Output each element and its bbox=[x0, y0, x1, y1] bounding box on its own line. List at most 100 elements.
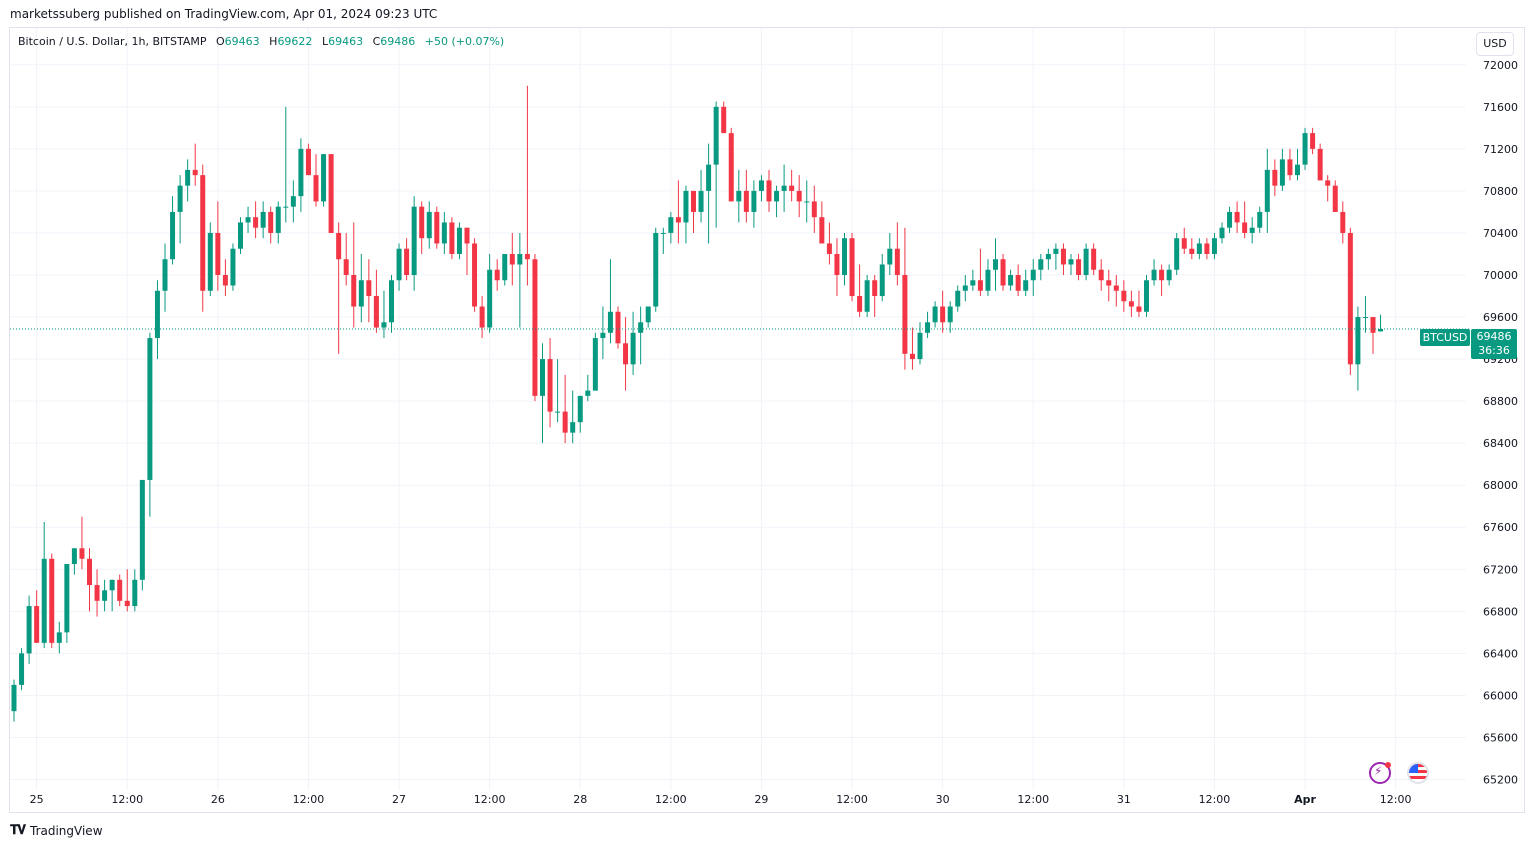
y-tick-label: 72000 bbox=[1483, 59, 1518, 72]
candle-body bbox=[781, 185, 787, 191]
candle-body bbox=[713, 106, 719, 165]
candle-body bbox=[94, 585, 100, 601]
candle-body bbox=[675, 217, 681, 223]
flash-icon[interactable] bbox=[1369, 762, 1391, 784]
candle-body bbox=[1083, 248, 1089, 275]
y-tick-label: 69600 bbox=[1483, 311, 1518, 324]
candle-body bbox=[373, 296, 379, 328]
candle-body bbox=[1242, 222, 1248, 233]
candle-body bbox=[691, 190, 696, 212]
candle-body bbox=[1347, 232, 1353, 365]
candle-body bbox=[985, 269, 991, 291]
candle-body bbox=[1136, 306, 1142, 312]
y-tick-label: 66000 bbox=[1483, 689, 1518, 702]
x-tick-label: 12:00 bbox=[111, 793, 143, 806]
candle-body bbox=[1023, 280, 1029, 291]
y-tick-label: 66400 bbox=[1483, 647, 1518, 660]
candle-body bbox=[396, 248, 402, 281]
candle-body bbox=[366, 280, 372, 297]
candle-body bbox=[842, 238, 847, 275]
candle-body bbox=[1091, 248, 1097, 270]
candle-body bbox=[328, 154, 334, 233]
candle-body bbox=[1008, 274, 1014, 286]
candle-body bbox=[698, 190, 704, 212]
candle-body bbox=[577, 395, 583, 423]
candle-body bbox=[834, 253, 840, 275]
candle-body bbox=[524, 253, 530, 260]
candle-body bbox=[894, 248, 900, 275]
candle-body bbox=[562, 411, 568, 433]
candle-body bbox=[472, 243, 478, 307]
candle-body bbox=[117, 579, 123, 601]
candles bbox=[11, 85, 1384, 722]
close-label: C bbox=[372, 35, 381, 48]
candle-body bbox=[207, 232, 213, 291]
candle-body bbox=[487, 269, 493, 328]
candle-body bbox=[1310, 133, 1316, 149]
candle-body bbox=[162, 259, 168, 291]
candle-body bbox=[79, 548, 85, 559]
candle-body bbox=[570, 422, 576, 433]
x-tick-label: 12:00 bbox=[655, 793, 687, 806]
candle-body bbox=[811, 201, 817, 218]
candle-body bbox=[683, 190, 689, 223]
candle-body bbox=[955, 290, 961, 307]
candle-body bbox=[1272, 169, 1278, 186]
candle-body bbox=[19, 653, 25, 685]
brand-name: TradingView bbox=[30, 823, 103, 838]
candle-body bbox=[766, 180, 772, 202]
candle-body bbox=[540, 359, 545, 396]
y-tick-label: 65200 bbox=[1483, 773, 1518, 786]
x-tick-label: Apr bbox=[1294, 793, 1316, 806]
candle-body bbox=[222, 274, 228, 286]
candle-body bbox=[49, 558, 55, 643]
candle-body bbox=[532, 259, 538, 396]
candle-body bbox=[283, 206, 289, 208]
y-tick-label: 70800 bbox=[1483, 185, 1518, 198]
candle-body bbox=[819, 217, 825, 244]
candle-body bbox=[124, 600, 130, 607]
candle-body bbox=[1196, 243, 1202, 254]
us-flag-icon[interactable] bbox=[1407, 762, 1429, 784]
candle-body bbox=[736, 190, 742, 202]
candle-body bbox=[1000, 259, 1006, 286]
x-tick-label: 29 bbox=[754, 793, 768, 806]
candle-body bbox=[381, 322, 387, 328]
candle-body bbox=[1302, 133, 1308, 165]
candle-body bbox=[132, 579, 138, 607]
candle-body bbox=[909, 353, 915, 360]
x-tick-label: 28 bbox=[573, 793, 587, 806]
candle-body bbox=[925, 322, 931, 333]
candle-body bbox=[305, 148, 311, 176]
candle-body bbox=[728, 133, 734, 202]
candle-body bbox=[1264, 169, 1270, 212]
footer-brand[interactable]: 𝐓𝐕 TradingView bbox=[10, 823, 103, 838]
symbol-title[interactable]: Bitcoin / U.S. Dollar, 1h, BITSTAMP bbox=[18, 35, 207, 48]
candle-body bbox=[170, 211, 176, 260]
candle-body bbox=[872, 280, 878, 297]
candle-body bbox=[1249, 227, 1255, 233]
candle-body bbox=[653, 232, 659, 307]
candle-body bbox=[879, 264, 885, 297]
candle-body bbox=[1189, 248, 1195, 254]
y-tick-label: 71600 bbox=[1483, 101, 1518, 114]
candle-body bbox=[721, 106, 727, 134]
currency-button[interactable]: USD bbox=[1476, 32, 1514, 56]
candle-body bbox=[645, 306, 651, 323]
x-tick-label: 30 bbox=[936, 793, 950, 806]
candle-body bbox=[215, 232, 221, 275]
candle-body bbox=[585, 390, 591, 396]
y-tick-label: 68000 bbox=[1483, 479, 1518, 492]
candle-body bbox=[41, 558, 47, 643]
candle-body bbox=[857, 296, 863, 312]
candle-body bbox=[351, 274, 357, 307]
y-tick-label: 68800 bbox=[1483, 395, 1518, 408]
symbol-legend: Bitcoin / U.S. Dollar, 1h, BITSTAMP O694… bbox=[18, 35, 504, 48]
candle-body bbox=[245, 217, 251, 223]
grid bbox=[10, 28, 1466, 790]
candle-body bbox=[1076, 259, 1082, 275]
x-tick-label: 12:00 bbox=[1199, 793, 1231, 806]
candle-body bbox=[1174, 238, 1180, 270]
candle-body bbox=[1355, 317, 1361, 365]
